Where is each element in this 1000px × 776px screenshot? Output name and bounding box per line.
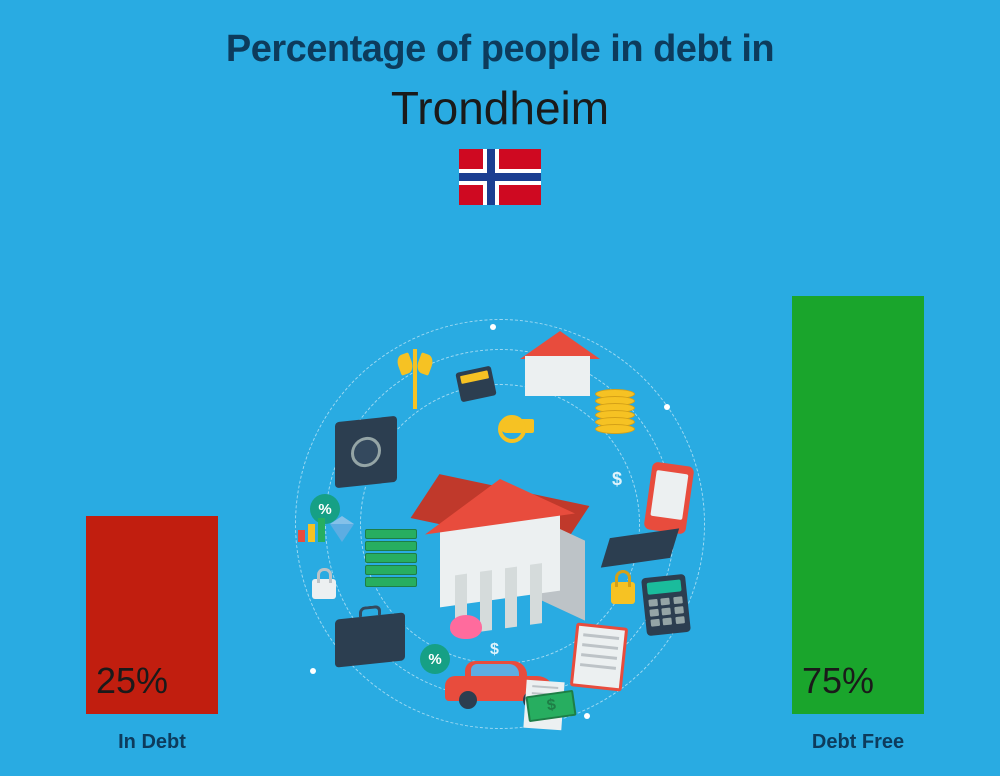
padlock-gold-icon <box>611 582 635 604</box>
dollar-bill-icon <box>525 690 576 722</box>
bar-chart: 25% In Debt 75% Debt Free <box>0 274 1000 714</box>
dollar-sign-icon: $ <box>612 469 622 490</box>
bank-building-icon <box>435 479 565 609</box>
finance-illustration: % % <box>290 314 710 734</box>
coin-stack-icon <box>595 389 645 454</box>
padlock-white-icon <box>312 579 336 599</box>
house-icon <box>525 336 595 396</box>
diamond-icon <box>330 524 354 542</box>
bar-debt-free-fill <box>792 296 924 714</box>
mini-barchart-icon <box>298 514 334 542</box>
page-title-city: Trondheim <box>0 81 1000 135</box>
bar-in-debt-value: 25% <box>96 660 168 702</box>
bar-in-debt: 25% In Debt <box>86 516 218 714</box>
briefcase-icon <box>335 612 405 667</box>
bar-in-debt-label: In Debt <box>86 731 218 754</box>
bar-debt-free-value: 75% <box>802 660 874 702</box>
graduation-cap-icon <box>605 534 675 574</box>
flag-norway-icon <box>459 149 541 205</box>
dollar-sign-icon: $ <box>490 641 499 659</box>
bar-debt-free-label: Debt Free <box>792 731 924 754</box>
piggybank-icon <box>450 615 482 639</box>
bar-debt-free: 75% Debt Free <box>792 296 924 714</box>
key-icon <box>500 419 534 433</box>
cash-stack-icon <box>365 529 423 589</box>
clipboard-icon <box>570 622 628 691</box>
page-title-main: Percentage of people in debt in <box>0 0 1000 71</box>
safe-icon <box>335 416 397 489</box>
caduceus-icon <box>400 349 430 419</box>
calculator-icon <box>641 574 691 636</box>
